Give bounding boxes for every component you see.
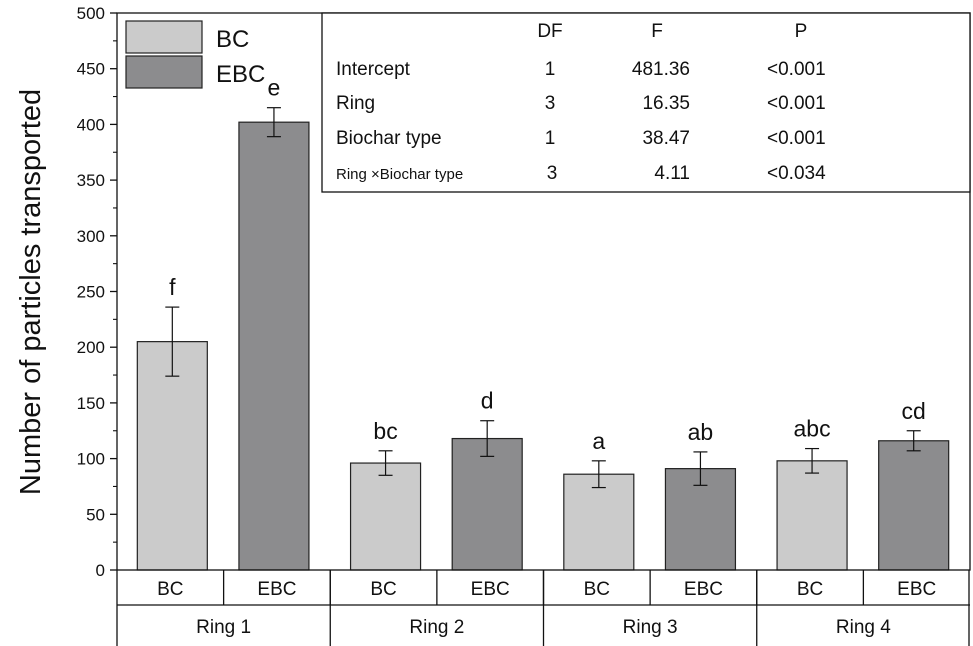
y-tick-label: 150 bbox=[77, 394, 105, 413]
bar-ebc-2 bbox=[451, 437, 523, 571]
category-label: EBC bbox=[257, 579, 296, 600]
legend: BC EBC bbox=[125, 20, 265, 89]
bar-bc-4 bbox=[776, 460, 848, 571]
legend-swatch-bc bbox=[125, 20, 203, 54]
bars: f bc a abc e d ab cd bbox=[136, 75, 950, 571]
y-axis-label: Number of particles transported bbox=[15, 89, 47, 495]
table-cell: Ring bbox=[336, 93, 375, 114]
y-tick-label: 350 bbox=[77, 171, 105, 190]
table-cell: <0.001 bbox=[767, 128, 826, 149]
table-cell: <0.001 bbox=[767, 59, 826, 80]
y-tick-label: 450 bbox=[77, 60, 105, 79]
significance-letter: e bbox=[268, 75, 281, 101]
category-axis: BC EBC Ring 1 BC EBC Ring 2 BC EBC Ring 3 BC EBC Ri… bbox=[116, 570, 970, 646]
significance-letter: a bbox=[592, 428, 605, 454]
legend-label: BC bbox=[216, 26, 249, 53]
category-label: EBC bbox=[897, 579, 936, 600]
table-cell: 3 bbox=[547, 163, 558, 184]
table-cell: Biochar type bbox=[336, 128, 442, 149]
table-cell: 481.36 bbox=[632, 59, 690, 80]
table-cell: <0.034 bbox=[767, 163, 826, 184]
y-tick-label: 200 bbox=[77, 338, 105, 357]
group-label: Ring 3 bbox=[623, 617, 678, 638]
legend-swatch-ebc bbox=[125, 55, 203, 89]
y-tick-label: 50 bbox=[86, 505, 105, 524]
bar-bc-3 bbox=[563, 473, 635, 571]
significance-letter: abc bbox=[794, 416, 831, 442]
table-cell: 1 bbox=[545, 59, 556, 80]
bar-bc-2 bbox=[349, 462, 422, 571]
table-cell: Intercept bbox=[336, 59, 411, 80]
y-tick-label: 100 bbox=[77, 450, 105, 469]
table-header: P bbox=[795, 21, 808, 42]
category-label: BC bbox=[797, 579, 823, 600]
table-cell: 38.47 bbox=[642, 128, 690, 149]
significance-letter: bc bbox=[373, 418, 397, 444]
y-tick-label: 0 bbox=[96, 561, 105, 580]
bar-bc-1 bbox=[136, 341, 208, 571]
table-cell: 16.35 bbox=[642, 93, 690, 114]
table-header: F bbox=[651, 21, 663, 42]
anova-table-box bbox=[321, 12, 971, 193]
category-label: EBC bbox=[684, 579, 723, 600]
anova-table: DF F P Intercept 1 481.36 <0.001 Ring 3 16.35 <0.0… bbox=[321, 12, 971, 193]
group-label: Ring 1 bbox=[196, 617, 251, 638]
y-tick-label: 250 bbox=[77, 283, 105, 302]
y-tick-label: 300 bbox=[77, 227, 105, 246]
y-tick-label: 400 bbox=[77, 115, 105, 134]
significance-letter: cd bbox=[902, 398, 926, 424]
group-label: Ring 4 bbox=[836, 617, 891, 638]
significance-letter: d bbox=[481, 388, 494, 414]
bar-ebc-4 bbox=[878, 440, 950, 571]
table-cell: <0.001 bbox=[767, 93, 826, 114]
category-label: BC bbox=[584, 579, 610, 600]
y-tick-label: 500 bbox=[77, 4, 105, 23]
category-label: BC bbox=[370, 579, 396, 600]
legend-label: EBC bbox=[216, 61, 265, 88]
category-label: BC bbox=[157, 579, 183, 600]
category-label: EBC bbox=[471, 579, 510, 600]
significance-letter: f bbox=[169, 274, 176, 300]
table-cell: 4.11 bbox=[654, 163, 690, 184]
table-cell: 3 bbox=[545, 93, 556, 114]
significance-letter: ab bbox=[688, 419, 714, 445]
bar-ebc-1 bbox=[238, 121, 310, 571]
group-label: Ring 2 bbox=[409, 617, 464, 638]
table-cell: 1 bbox=[545, 128, 556, 149]
table-header: DF bbox=[537, 21, 562, 42]
table-cell: Ring ×Biochar type bbox=[336, 166, 463, 183]
